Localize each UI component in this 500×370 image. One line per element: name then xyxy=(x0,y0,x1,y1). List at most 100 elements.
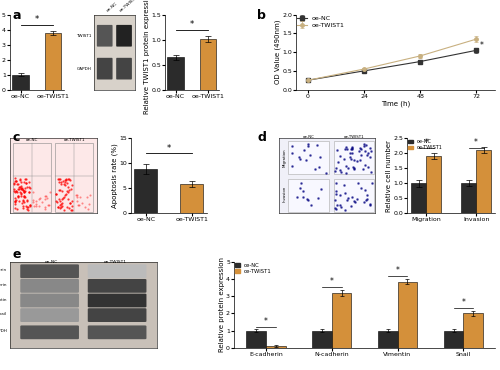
Point xyxy=(86,192,94,198)
Point xyxy=(337,204,345,210)
FancyBboxPatch shape xyxy=(20,279,79,293)
Point xyxy=(64,204,72,210)
Point xyxy=(340,156,347,162)
Text: oe-NC: oe-NC xyxy=(44,260,58,264)
Point xyxy=(38,199,46,205)
Point xyxy=(296,154,304,159)
FancyBboxPatch shape xyxy=(116,25,132,47)
Point xyxy=(60,194,68,200)
Text: *: * xyxy=(330,277,334,286)
Bar xyxy=(476,150,491,213)
Point xyxy=(332,180,340,186)
Bar xyxy=(45,33,62,90)
Point xyxy=(344,165,351,171)
Point xyxy=(346,154,354,160)
Point xyxy=(364,192,372,198)
Point xyxy=(22,176,30,182)
Point xyxy=(59,195,67,201)
Point xyxy=(46,189,54,195)
Point xyxy=(350,165,358,171)
Bar xyxy=(412,183,426,213)
Point xyxy=(14,186,22,192)
Point xyxy=(348,150,356,156)
Point xyxy=(36,195,44,201)
Point xyxy=(22,197,30,203)
Bar xyxy=(12,143,51,212)
Point xyxy=(14,194,22,200)
Text: oe-NC: oe-NC xyxy=(26,138,38,142)
Text: Migration: Migration xyxy=(282,148,286,167)
Point xyxy=(40,204,48,210)
Point xyxy=(362,142,370,148)
Point xyxy=(20,189,28,195)
Point xyxy=(366,154,374,160)
Point xyxy=(364,196,372,202)
Point xyxy=(58,188,66,194)
Point xyxy=(17,185,25,191)
Point xyxy=(54,205,62,211)
Point xyxy=(58,196,66,202)
Point xyxy=(74,202,82,208)
Point xyxy=(12,199,20,205)
Point xyxy=(344,195,352,201)
Point xyxy=(12,181,20,187)
Point xyxy=(22,181,30,186)
Text: GAPDH: GAPDH xyxy=(0,329,7,333)
Point xyxy=(52,191,60,197)
Point xyxy=(10,180,18,186)
FancyBboxPatch shape xyxy=(88,294,146,307)
FancyBboxPatch shape xyxy=(88,308,146,322)
Legend: oe-NC, oe-TWIST1: oe-NC, oe-TWIST1 xyxy=(298,16,344,28)
Point xyxy=(360,142,368,148)
Point xyxy=(348,146,356,152)
Point xyxy=(350,166,358,172)
Point xyxy=(11,198,19,204)
X-axis label: Time (h): Time (h) xyxy=(381,100,410,107)
Text: e: e xyxy=(12,248,21,261)
Point xyxy=(29,197,37,203)
Point xyxy=(12,178,20,184)
Point xyxy=(368,180,376,186)
Legend: oe-NC, oe-TWIST1: oe-NC, oe-TWIST1 xyxy=(408,139,442,150)
Point xyxy=(17,179,25,185)
Point xyxy=(58,179,66,185)
Point xyxy=(24,207,32,213)
Point xyxy=(56,198,64,204)
Point xyxy=(84,206,92,212)
Point xyxy=(360,162,368,168)
Point xyxy=(44,195,52,201)
Point xyxy=(63,188,71,194)
FancyBboxPatch shape xyxy=(116,58,132,80)
Point xyxy=(55,196,63,202)
Point xyxy=(11,178,19,184)
Point xyxy=(18,200,26,206)
Text: d: d xyxy=(258,131,266,144)
Point xyxy=(330,168,338,174)
Point xyxy=(362,152,370,158)
Point xyxy=(336,192,344,198)
FancyBboxPatch shape xyxy=(88,279,146,293)
Point xyxy=(65,187,73,193)
Point xyxy=(26,185,34,191)
Point xyxy=(10,188,18,194)
Bar xyxy=(55,143,94,212)
Point xyxy=(13,206,21,212)
Text: N-cadherin: N-cadherin xyxy=(0,283,7,287)
Y-axis label: Relative cell number: Relative cell number xyxy=(386,140,392,212)
Point xyxy=(10,198,18,204)
Bar xyxy=(200,39,216,90)
Bar xyxy=(378,331,398,348)
Point xyxy=(356,145,364,151)
Point xyxy=(346,146,354,152)
Point xyxy=(346,150,354,156)
Point xyxy=(52,192,60,198)
Point xyxy=(348,194,356,200)
Point xyxy=(72,192,80,198)
Point xyxy=(361,148,369,154)
Bar xyxy=(312,331,332,348)
Text: TWIST1: TWIST1 xyxy=(76,34,92,38)
Point xyxy=(11,175,19,181)
Point xyxy=(56,202,64,208)
Point xyxy=(60,206,68,212)
Bar xyxy=(426,156,441,213)
